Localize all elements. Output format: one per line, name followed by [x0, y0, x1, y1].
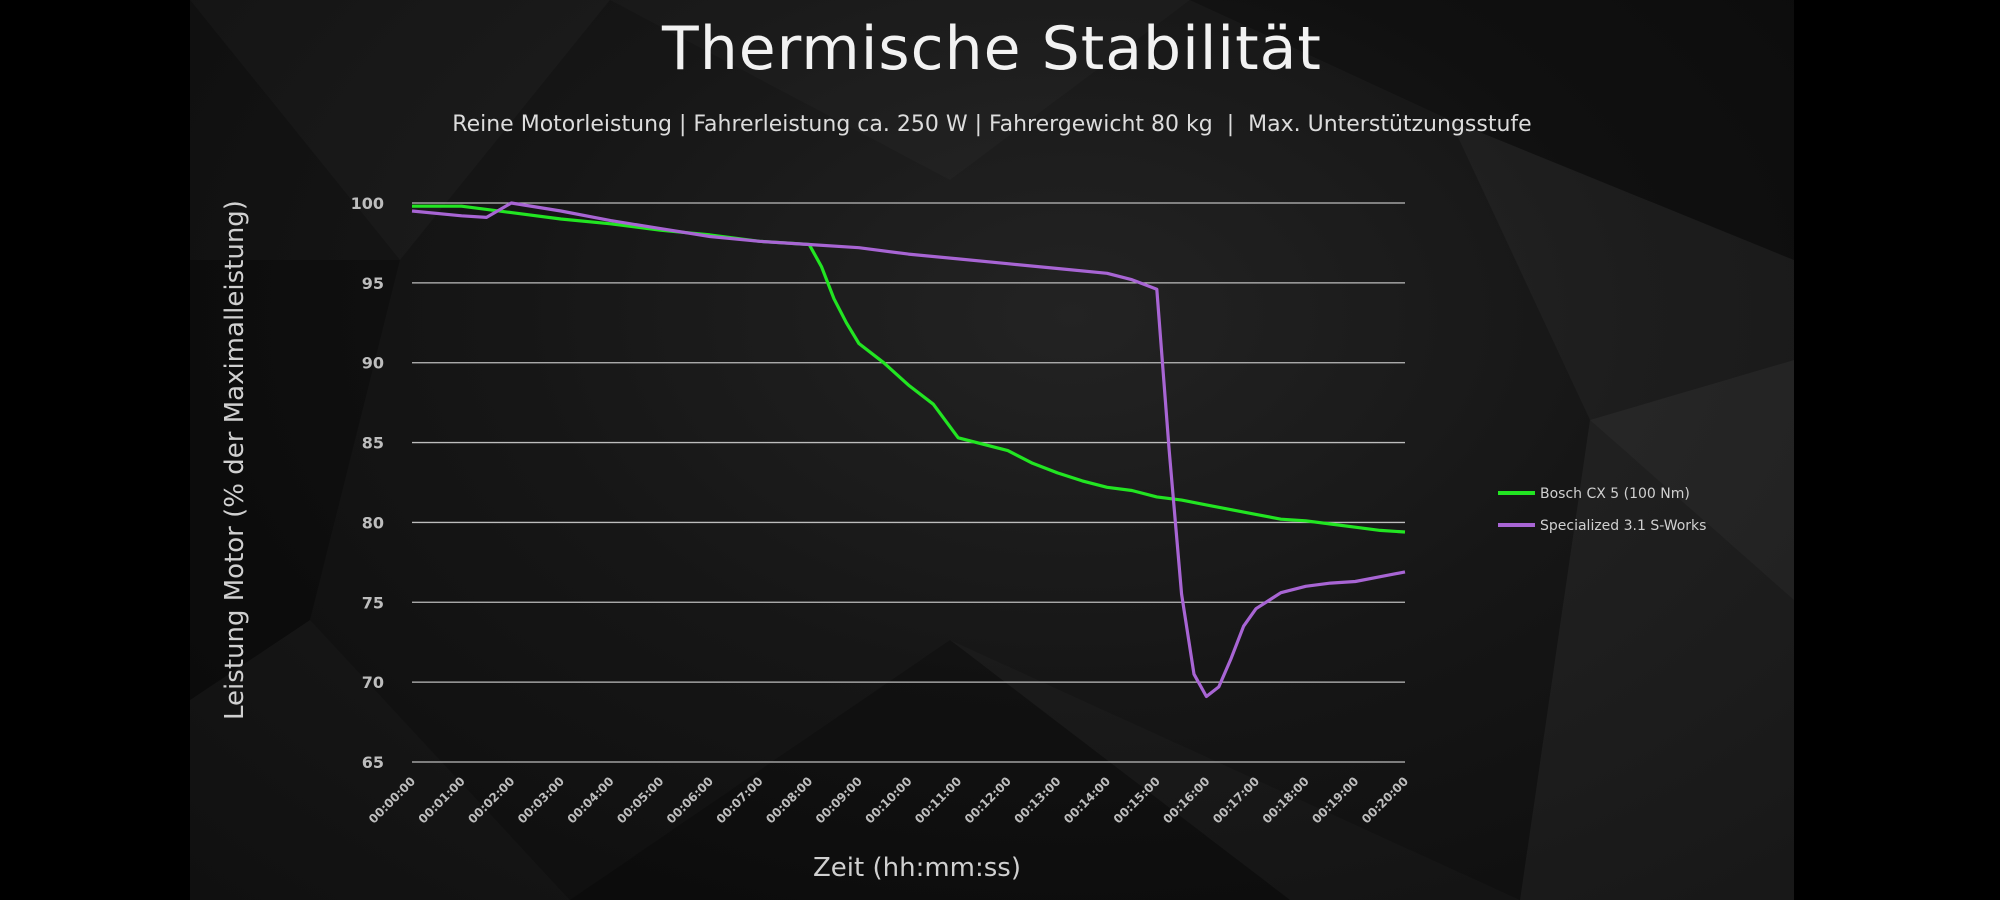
x-tick-label: 00:15:00	[1111, 774, 1163, 826]
y-tick-label: 65	[362, 753, 384, 772]
x-tick-labels: 00:00:0000:01:0000:02:0000:03:0000:04:00…	[366, 774, 1411, 826]
gridlines	[412, 202, 1405, 763]
y-tick-labels: 100 95 90 85 80 75 70 65	[351, 194, 384, 772]
series-line-1	[411, 201, 1406, 699]
x-tick-label: 00:19:00	[1309, 774, 1361, 826]
series-lines	[411, 201, 1406, 699]
x-tick-label: 00:02:00	[465, 774, 517, 826]
x-tick-label: 00:17:00	[1210, 774, 1262, 826]
x-tick-label: 00:05:00	[614, 774, 666, 826]
y-axis-label: Leistung Motor (% der Maximalleistung)	[220, 200, 250, 720]
y-tick-label: 100	[351, 194, 384, 213]
x-tick-label: 00:20:00	[1359, 774, 1411, 826]
background-facets	[190, 0, 1794, 900]
chart-subtitle: Reine Motorleistung | Fahrerleistung ca.…	[452, 112, 1532, 137]
x-tick-label: 00:18:00	[1260, 774, 1312, 826]
y-tick-label: 95	[362, 274, 384, 293]
y-tick-label: 85	[362, 434, 384, 453]
y-tick-label: 75	[362, 593, 384, 612]
x-tick-label: 00:06:00	[664, 774, 716, 826]
x-tick-label: 00:04:00	[565, 774, 617, 826]
chart-title: Thermische Stabilität	[662, 14, 1322, 84]
x-tick-label: 00:03:00	[515, 774, 567, 826]
legend-label: Specialized 3.1 S-Works	[1540, 518, 1706, 534]
x-tick-label: 00:13:00	[1011, 774, 1063, 826]
x-tick-label: 00:11:00	[912, 774, 964, 826]
x-tick-label: 00:14:00	[1061, 774, 1113, 826]
x-tick-label: 00:00:00	[366, 774, 418, 826]
x-tick-label: 00:16:00	[1160, 774, 1212, 826]
line-chart: 100 95 90 85 80 75 70 65 00:00:0000:01:0000:02:…	[220, 194, 1706, 883]
x-tick-label: 00:09:00	[813, 774, 865, 826]
slide: Thermische Stabilität Reine Motorleistun…	[190, 0, 1794, 900]
legend-label: Bosch CX 5 (100 Nm)	[1540, 486, 1690, 502]
y-tick-label: 70	[362, 673, 384, 692]
x-tick-label: 00:07:00	[714, 774, 766, 826]
y-tick-label: 80	[362, 513, 384, 532]
x-tick-label: 00:01:00	[416, 774, 468, 826]
x-tick-label: 00:10:00	[863, 774, 915, 826]
x-axis-label: Zeit (hh:mm:ss)	[813, 853, 1021, 883]
x-tick-label: 00:12:00	[962, 774, 1014, 826]
y-tick-label: 90	[362, 354, 384, 373]
legend: Bosch CX 5 (100 Nm) Specialized 3.1 S-Wor…	[1498, 486, 1706, 534]
x-tick-label: 00:08:00	[763, 774, 815, 826]
